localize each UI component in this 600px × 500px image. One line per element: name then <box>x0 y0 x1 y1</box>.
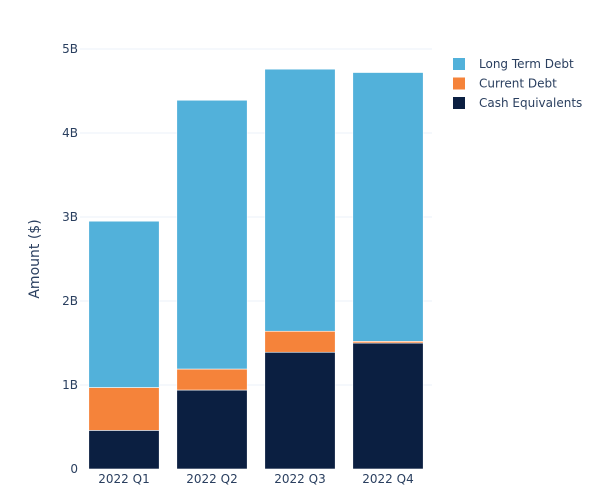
legend-label: Long Term Debt <box>479 57 574 71</box>
legend-item-cash-equivalents[interactable]: Cash Equivalents <box>453 96 582 110</box>
y-axis-title: Amount ($) <box>27 219 43 298</box>
legend-swatch <box>453 97 465 109</box>
x-tick-label: 2022 Q4 <box>362 472 413 486</box>
bar-long-term-debt[interactable] <box>88 220 160 388</box>
bar-current-debt[interactable] <box>176 368 248 391</box>
bar-cash-equivalents[interactable] <box>176 389 248 470</box>
y-tick-label: 1B <box>62 378 78 392</box>
y-tick-label: 2B <box>62 294 78 308</box>
legend-swatch <box>453 77 465 90</box>
bars <box>88 68 424 470</box>
bar-cash-equivalents[interactable] <box>88 430 160 470</box>
bar-cash-equivalents[interactable] <box>264 351 336 470</box>
legend-item-long-term-debt[interactable]: Long Term Debt <box>453 57 574 71</box>
y-tick-label: 4B <box>62 126 78 140</box>
y-tick-label: 0 <box>70 462 78 476</box>
y-tick-label: 3B <box>62 210 78 224</box>
legend[interactable]: Long Term Debt Current Debt Cash Equivalen… <box>453 57 582 110</box>
x-tick-label: 2022 Q1 <box>98 472 149 486</box>
x-axis: 2022 Q1 2022 Q2 2022 Q3 2022 Q4 <box>98 472 413 486</box>
bar-long-term-debt[interactable] <box>264 68 336 332</box>
x-tick-label: 2022 Q3 <box>274 472 325 486</box>
bar-long-term-debt[interactable] <box>352 72 424 342</box>
bar-long-term-debt[interactable] <box>176 99 248 370</box>
legend-swatch <box>453 58 465 70</box>
y-axis: 0 1B 2B 3B 4B 5B <box>62 42 78 476</box>
bar-current-debt[interactable] <box>88 387 160 431</box>
y-tick-label: 5B <box>62 42 78 56</box>
legend-label: Cash Equivalents <box>479 96 582 110</box>
bar-cash-equivalents[interactable] <box>352 342 424 470</box>
x-tick-label: 2022 Q2 <box>186 472 237 486</box>
legend-item-current-debt[interactable]: Current Debt <box>453 77 557 91</box>
legend-label: Current Debt <box>479 77 557 91</box>
bar-current-debt[interactable] <box>264 330 336 353</box>
